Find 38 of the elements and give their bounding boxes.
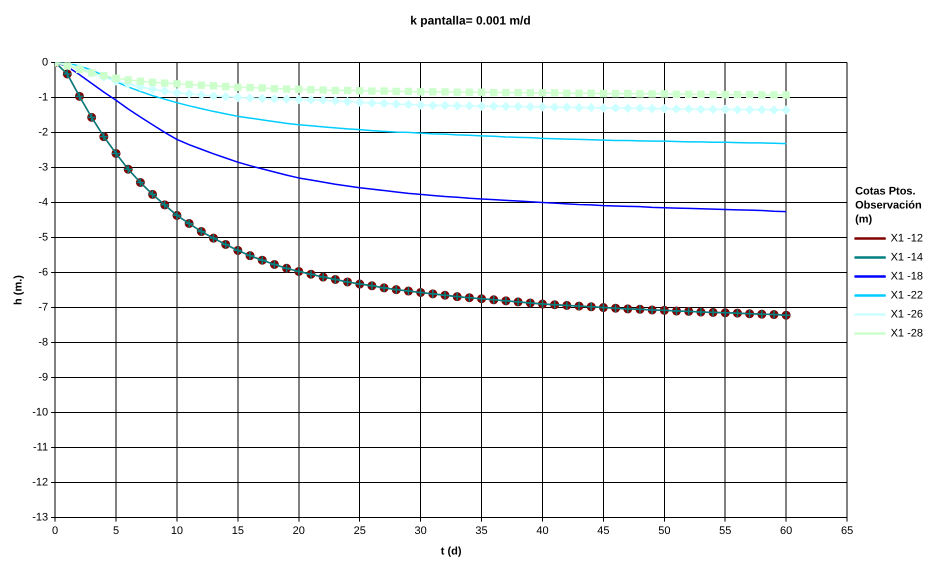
y-tick-label: -11 — [33, 442, 48, 454]
legend-label: X1 -18 — [890, 270, 924, 283]
x-tick-label: 20 — [292, 525, 305, 538]
y-tick-label: 0 — [42, 56, 48, 68]
y-tick-label: -10 — [32, 406, 48, 419]
x-tick-label: 55 — [719, 525, 732, 538]
x-tick-label: 30 — [414, 525, 427, 538]
y-tick-label: -4 — [38, 196, 48, 208]
y-tick-label: -12 — [32, 476, 48, 489]
y-tick-label: -6 — [38, 266, 48, 279]
y-tick-label: -13 — [32, 512, 48, 524]
x-tick-label: 25 — [354, 525, 366, 538]
x-tick-label: 50 — [658, 525, 670, 538]
x-tick-label: 35 — [475, 525, 488, 538]
y-tick-label: -5 — [38, 232, 48, 244]
chart-title: k pantalla= 0.001 m/d — [410, 14, 531, 28]
x-tick-label: 0 — [52, 525, 58, 538]
x-tick-label: 60 — [780, 525, 792, 538]
x-tick-label: 65 — [840, 525, 854, 538]
legend-label: X1 -12 — [890, 232, 924, 245]
legend-title: Cotas Ptos. Observación (m) — [855, 186, 922, 226]
x-tick-label: 10 — [170, 525, 184, 538]
y-tick-label: -7 — [38, 302, 48, 314]
legend-label: X1 -26 — [890, 308, 924, 321]
y-tick-label: -9 — [38, 372, 48, 384]
y-tick-label: -1 — [38, 91, 48, 104]
x-tick-label: 45 — [597, 525, 610, 538]
x-axis-title: t (d) — [440, 545, 462, 558]
legend-label: X1 -28 — [890, 328, 924, 340]
legend-label: X1 -22 — [890, 290, 924, 302]
x-tick-label: 15 — [232, 525, 244, 538]
legend-label: X1 -14 — [890, 252, 924, 264]
x-tick-label: 5 — [112, 525, 120, 538]
y-tick-label: -3 — [38, 161, 48, 174]
y-axis-title: h (m.) — [12, 274, 25, 305]
x-tick-label: 40 — [536, 525, 549, 538]
y-tick-label: -2 — [38, 126, 48, 138]
y-tick-label: -8 — [38, 336, 48, 349]
